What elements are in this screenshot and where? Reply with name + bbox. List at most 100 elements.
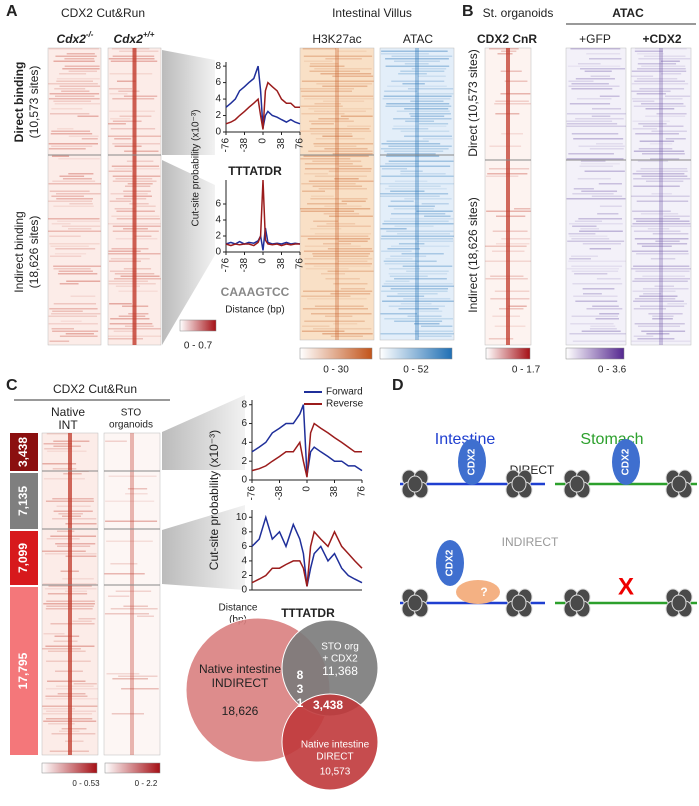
heatmap-texture bbox=[415, 48, 419, 340]
heatmap-texture bbox=[643, 55, 686, 57]
heatmap-texture bbox=[583, 293, 602, 295]
group-label: 17,795 bbox=[16, 652, 30, 689]
heatmap-texture bbox=[49, 243, 100, 245]
heatmap-texture bbox=[304, 258, 373, 260]
heatmap bbox=[565, 47, 627, 346]
heatmap-texture bbox=[56, 193, 101, 195]
panel-letter: A bbox=[6, 3, 18, 20]
heatmap-texture bbox=[485, 245, 527, 247]
heatmap-texture bbox=[387, 248, 420, 250]
x-tick-label: 38 bbox=[276, 138, 287, 150]
heatmap-texture bbox=[398, 73, 427, 75]
funnel bbox=[162, 395, 245, 470]
heatmap-texture bbox=[596, 278, 621, 280]
heatmap-texture bbox=[59, 73, 87, 75]
series-line bbox=[251, 514, 363, 587]
panel-title: CDX2 Cut&Run bbox=[53, 382, 137, 396]
heatmap-texture bbox=[61, 728, 87, 730]
heatmap-texture bbox=[636, 253, 689, 255]
heatmap-texture bbox=[637, 53, 664, 55]
heatmap-texture bbox=[309, 65, 345, 67]
heatmap-texture bbox=[391, 55, 453, 57]
heatmap-texture bbox=[43, 708, 76, 710]
heatmap-texture bbox=[402, 83, 425, 85]
heatmap-texture bbox=[49, 113, 90, 115]
heatmap-texture bbox=[661, 73, 682, 75]
heatmap-texture bbox=[631, 340, 691, 342]
heatmap-texture bbox=[380, 193, 449, 195]
heatmap-texture bbox=[568, 85, 620, 87]
heatmap-texture bbox=[381, 175, 454, 177]
heatmap-texture bbox=[568, 233, 596, 235]
heatmap-texture bbox=[335, 48, 339, 340]
venn-label: + CDX2 bbox=[322, 654, 358, 665]
y-axis-label: Cut-site probability (x10⁻³) bbox=[191, 110, 202, 227]
heatmap-texture bbox=[645, 180, 684, 182]
heatmap-texture bbox=[56, 198, 93, 200]
heatmap-texture bbox=[416, 93, 454, 95]
heatmap-texture bbox=[381, 168, 408, 170]
column-label: Cdx2+/+ bbox=[114, 30, 155, 46]
colorbar bbox=[299, 347, 373, 360]
heatmap-texture bbox=[115, 590, 152, 592]
heatmap-texture bbox=[114, 278, 161, 280]
heatmap-texture bbox=[314, 233, 372, 235]
heatmap-texture bbox=[380, 238, 453, 240]
heatmap-texture bbox=[383, 220, 449, 222]
heatmap-texture bbox=[643, 293, 662, 295]
heatmap-texture bbox=[380, 228, 407, 230]
heatmap-texture bbox=[418, 123, 449, 125]
heatmap-texture bbox=[301, 295, 351, 297]
heatmap-texture bbox=[314, 145, 357, 147]
nucleosome bbox=[511, 594, 527, 612]
heatmap-texture bbox=[389, 268, 420, 270]
heatmap-texture bbox=[110, 608, 158, 610]
funnel bbox=[162, 50, 215, 155]
heatmap-texture bbox=[318, 188, 367, 190]
heatmap-texture bbox=[385, 58, 449, 60]
heatmap-texture bbox=[636, 93, 666, 95]
heatmap-texture bbox=[421, 203, 449, 205]
heatmap-texture bbox=[381, 50, 448, 52]
heatmap-texture bbox=[400, 173, 446, 175]
heatmap-texture bbox=[65, 740, 84, 742]
heatmap-texture bbox=[633, 105, 686, 107]
heatmap-texture bbox=[326, 223, 356, 225]
heatmap-texture bbox=[314, 175, 367, 177]
heatmap-texture bbox=[108, 595, 130, 597]
heatmap-texture bbox=[631, 225, 691, 227]
heatmap-texture bbox=[105, 500, 155, 502]
heatmap-texture bbox=[641, 330, 686, 332]
heatmap-texture bbox=[46, 433, 71, 435]
heatmap-texture bbox=[566, 120, 613, 122]
heatmap-texture bbox=[667, 303, 687, 305]
venn-count: 3,438 bbox=[313, 698, 343, 712]
heatmap-texture bbox=[51, 223, 71, 225]
heatmap-texture bbox=[424, 215, 451, 217]
venn-count: 18,626 bbox=[222, 704, 259, 718]
heatmap-texture bbox=[586, 308, 623, 310]
x-tick-label: -76 bbox=[221, 138, 232, 153]
heatmap-texture bbox=[632, 210, 671, 212]
venn-label: Native intestine bbox=[199, 662, 281, 676]
colorbar bbox=[179, 319, 217, 332]
heatmap-texture bbox=[500, 70, 522, 72]
heatmap-texture bbox=[106, 673, 140, 675]
heatmap-texture bbox=[384, 318, 454, 320]
panel-title: St. organoids bbox=[483, 6, 554, 20]
heatmap-texture bbox=[310, 63, 339, 65]
heatmap-texture bbox=[570, 48, 621, 50]
heatmap-texture bbox=[566, 113, 626, 115]
heatmap-texture bbox=[304, 60, 333, 62]
heatmap-texture bbox=[386, 103, 450, 105]
motif: CAAAGTCC bbox=[221, 285, 290, 299]
heatmap-texture bbox=[127, 488, 148, 490]
heatmap-texture bbox=[300, 235, 369, 237]
heatmap-texture bbox=[48, 200, 92, 202]
heatmap bbox=[103, 432, 161, 756]
heatmap-texture bbox=[567, 65, 621, 67]
heatmap-texture bbox=[51, 328, 74, 330]
group-label: 7,135 bbox=[16, 486, 30, 516]
heatmap-texture bbox=[633, 218, 680, 220]
